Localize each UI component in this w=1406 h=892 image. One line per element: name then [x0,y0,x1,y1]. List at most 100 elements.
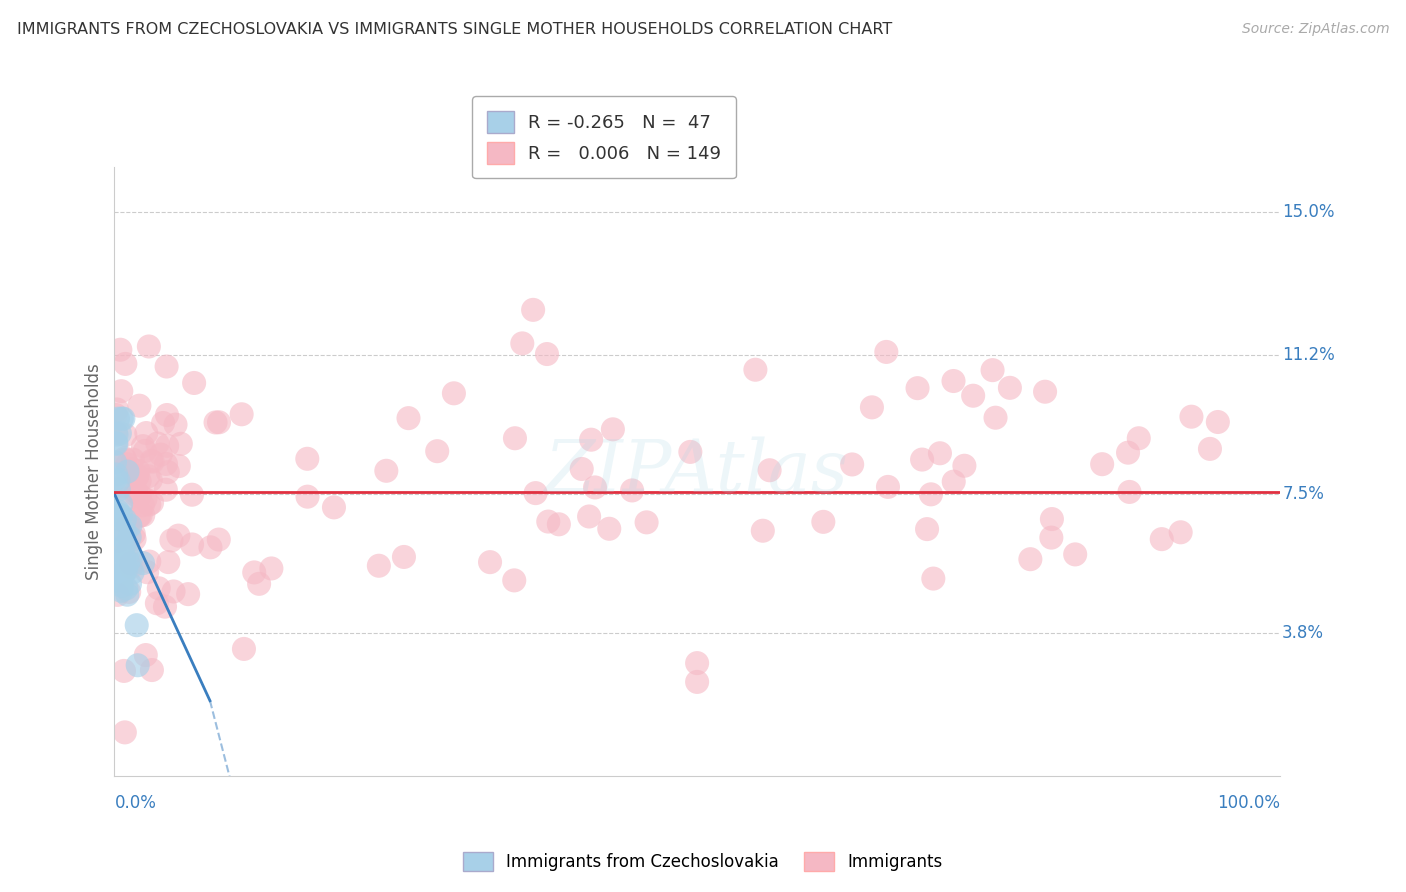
Point [578,509,600,524]
Point [110,508,132,523]
Point [112,531,135,545]
Point [114,451,136,466]
Point [121,462,143,476]
Point [138,498,160,512]
Point [141,663,163,677]
Point [183,376,205,390]
Point [524,486,547,500]
Text: 11.2%: 11.2% [1282,346,1334,364]
Point [111,479,134,493]
Point [114,725,136,739]
Point [132,508,155,522]
Point [571,462,593,476]
Point [297,490,319,504]
Point [602,422,624,436]
Point [117,491,139,506]
Point [104,455,127,469]
Point [153,599,176,614]
Point [243,566,266,580]
Point [120,560,142,574]
Point [204,416,226,430]
Point [117,465,139,479]
Point [125,484,148,499]
Point [621,483,644,498]
Point [104,511,127,525]
Point [155,359,177,374]
Point [1170,525,1192,540]
Point [953,458,976,473]
Point [167,459,190,474]
Point [208,415,231,429]
Point [117,546,139,560]
Point [758,463,780,477]
Point [128,474,150,488]
Point [942,475,965,489]
Point [579,433,602,447]
Point [911,452,934,467]
Point [125,488,148,502]
Point [1180,409,1202,424]
Point [922,572,945,586]
Text: 3.8%: 3.8% [1282,624,1324,642]
Point [170,437,193,451]
Point [128,399,150,413]
Point [128,464,150,478]
Point [110,384,132,399]
Point [598,522,620,536]
Point [877,480,900,494]
Point [398,411,420,425]
Point [679,445,702,459]
Point [134,443,156,458]
Point [181,488,204,502]
Point [146,596,169,610]
Point [200,541,222,555]
Point [942,374,965,388]
Point [744,362,766,376]
Point [1040,512,1063,526]
Point [323,500,346,515]
Point [156,465,179,479]
Point [1040,531,1063,545]
Point [107,588,129,602]
Point [920,487,942,501]
Point [138,555,160,569]
Point [127,469,149,483]
Point [479,555,502,569]
Point [118,576,141,591]
Point [115,581,138,595]
Point [907,381,929,395]
Point [860,401,883,415]
Point [129,508,152,523]
Point [160,533,183,548]
Point [111,411,134,425]
Point [155,483,177,497]
Legend: R = -0.265   N =  47, R =   0.006   N = 149: R = -0.265 N = 47, R = 0.006 N = 149 [472,96,735,178]
Point [297,451,319,466]
Point [181,537,204,551]
Point [157,555,180,569]
Point [112,664,135,678]
Text: Source: ZipAtlas.com: Source: ZipAtlas.com [1241,22,1389,37]
Point [1064,548,1087,562]
Point [121,566,143,580]
Point [104,408,127,422]
Point [1128,431,1150,445]
Point [984,410,1007,425]
Point [392,549,415,564]
Point [114,512,136,526]
Point [443,386,465,401]
Point [1150,532,1173,546]
Point [752,524,775,538]
Point [107,474,129,488]
Point [107,483,129,497]
Point [114,524,136,539]
Point [114,428,136,442]
Point [231,407,253,421]
Point [110,522,132,536]
Point [998,381,1021,395]
Point [132,439,155,453]
Point [813,515,835,529]
Point [128,509,150,524]
Point [156,439,179,453]
Point [686,674,709,689]
